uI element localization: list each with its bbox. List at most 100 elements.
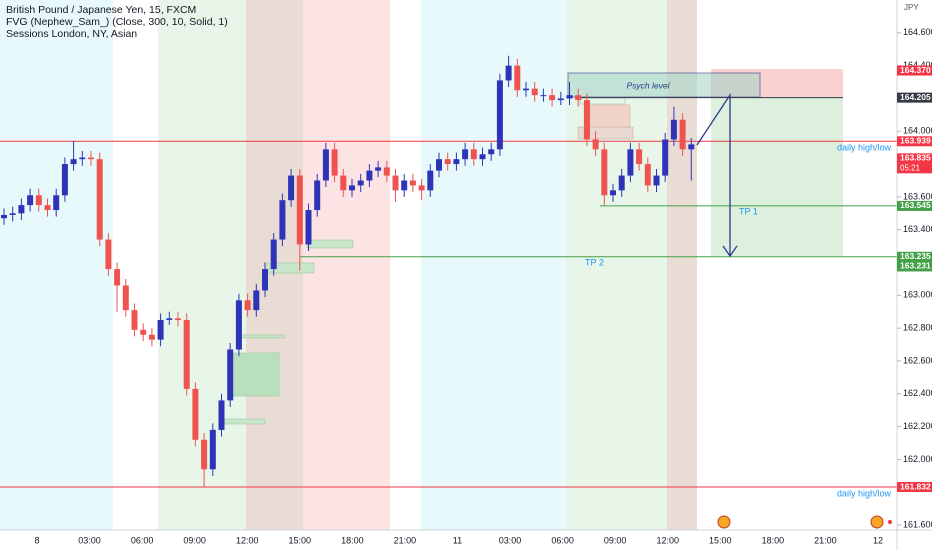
candle-body [88,157,94,160]
candle-body [253,290,260,311]
annotation: TP 2 [585,257,604,267]
fvg-boxes [223,97,634,425]
chart-title: British Pound / Japanese Yen, 15, FXCM [6,4,196,16]
annotation: daily high/low [837,488,892,498]
x-tick-label: 18:00 [762,535,785,545]
candle-body [566,95,573,99]
candle-body [392,175,399,191]
annotation: daily high/low [837,142,892,152]
x-tick-label: 03:00 [78,535,101,545]
candle-body [218,400,225,430]
projection-arrow [696,92,738,258]
event-icon[interactable] [870,515,884,529]
candle-body [523,88,529,91]
candle-body [383,167,390,176]
x-tick-label: 11 [453,535,462,545]
candle-body [436,159,442,171]
candle-body [409,180,416,186]
candle-body [575,95,582,101]
candle-body [479,154,486,160]
candle-body [496,80,503,150]
candle-body [331,149,338,176]
price-label: 163.939 [900,136,931,146]
candle-body [453,159,460,165]
x-tick-label: 21:00 [394,535,417,545]
candle-body [583,100,590,140]
price-label: 164.205 [900,92,931,102]
candle-body [462,149,469,160]
candle-body [244,300,251,311]
session-shading [0,0,697,530]
candle-body [235,300,242,350]
y-tick-label: 163.400 [903,224,932,234]
candle-body [201,439,208,470]
candles [1,55,695,488]
candle-body [61,164,68,196]
y-tick-label: 162.600 [903,355,932,365]
candle-body [183,319,190,389]
candle-body [488,149,495,155]
candle-body [549,95,556,101]
candle-body [401,180,408,191]
candle-body [601,149,608,196]
candle-body [148,334,155,340]
price-label-bg [897,261,932,272]
x-tick-label: 21:00 [814,535,837,545]
x-tick-label: 15:00 [709,535,732,545]
candle-body [35,195,42,206]
annotation: TP 1 [739,206,758,216]
candle-body [688,144,695,150]
candle-body [314,180,321,211]
candle-body [514,65,521,91]
indicator: FVG (Nephew_Sam_) (Close, 300, 10, Solid… [6,16,228,28]
y-tick-label: 163.000 [903,290,932,300]
candle-body [79,157,86,160]
y-tick-label: 162.400 [903,388,932,398]
x-tick-label: 12 [873,535,883,545]
candle-body [418,185,425,191]
x-tick-label: 15:00 [289,535,312,545]
event-dot [888,520,892,524]
x-tick-label: 09:00 [183,535,206,545]
price-label-bg [897,200,932,211]
candle-body [227,349,234,401]
candle-body [340,175,347,191]
x-tick-label: 12:00 [236,535,259,545]
candle-body [505,65,512,81]
x-tick-label: 12:00 [656,535,679,545]
candle-body [357,180,364,186]
candle-body [175,318,181,320]
candle-body [444,159,451,165]
candle-body [427,170,434,191]
candle-body [96,159,103,240]
candle-body [670,119,677,140]
y-tick-label: 161.600 [903,519,932,529]
candle-body [662,139,669,176]
price-label: 161.832 [900,481,931,491]
candle-body [627,149,634,176]
candle-body [1,214,7,219]
candle-body [140,329,147,335]
levels [0,97,897,488]
candle-body [270,239,277,270]
x-tick-label: 18:00 [341,535,364,545]
price-label-bg [897,153,932,174]
candle-body [618,175,625,191]
y-tick-label: 164.600 [903,27,932,37]
event-icon[interactable] [717,515,731,529]
candle-body [557,98,564,101]
x-tick-label: 8 [34,535,39,545]
candle-body [166,318,173,320]
candle-body [279,200,286,240]
candle-body [18,205,25,214]
y-tick-label: 163.600 [903,191,932,201]
candle-body [131,310,138,330]
candle-body [288,175,295,201]
price-label-bg [897,92,932,103]
candle-body [27,195,34,206]
y-tick-label: 164.000 [903,126,932,136]
y-tick-label: 164.400 [903,60,932,70]
x-tick-label: 09:00 [604,535,627,545]
candle-body [53,195,60,211]
